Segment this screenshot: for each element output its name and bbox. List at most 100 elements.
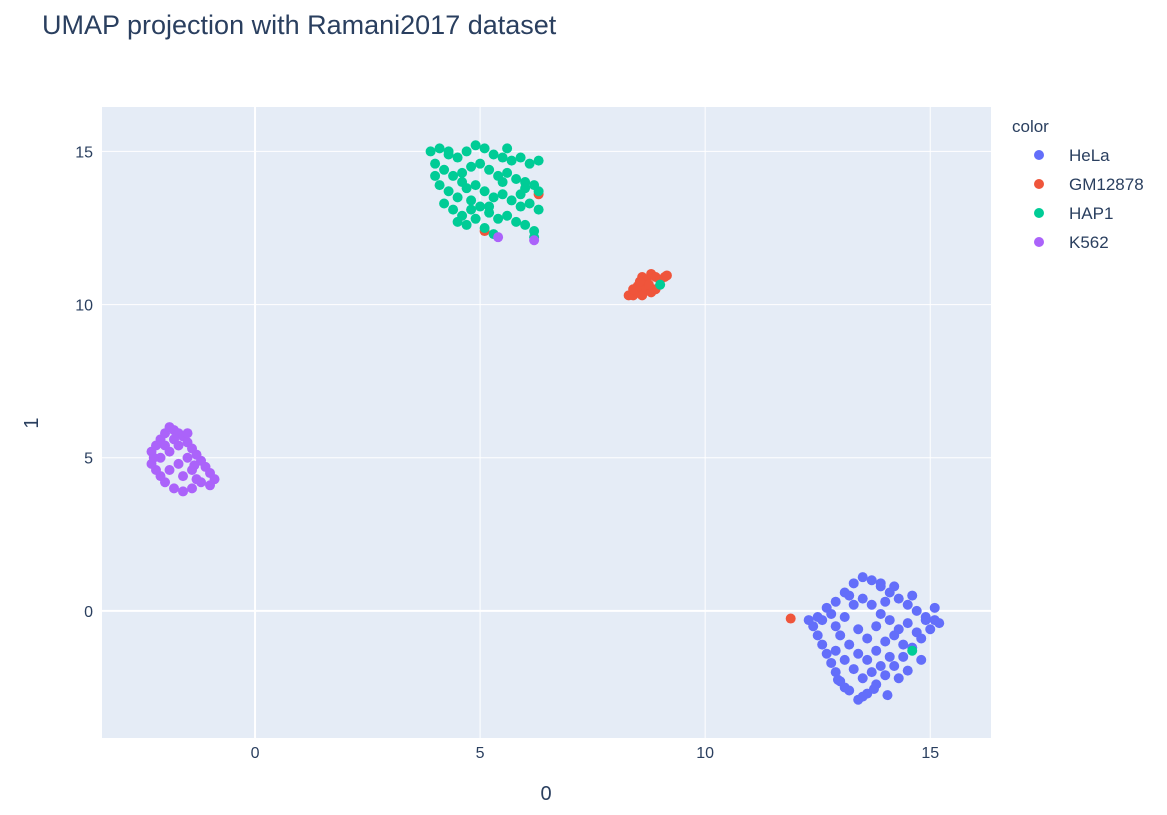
data-point	[461, 219, 472, 230]
data-point	[830, 621, 841, 632]
data-point	[911, 605, 922, 616]
data-point	[484, 201, 495, 212]
data-point	[479, 143, 490, 154]
data-point	[839, 654, 850, 665]
legend: color HeLa GM12878 HAP1 K562	[1012, 117, 1144, 252]
data-point	[875, 578, 886, 589]
data-point	[893, 593, 904, 604]
x-tick-label: 15	[921, 745, 939, 762]
legend-marker-icon	[1034, 237, 1044, 247]
series-hela	[803, 572, 945, 705]
data-point	[502, 143, 513, 154]
data-point	[880, 670, 891, 681]
data-point	[461, 146, 472, 157]
data-point	[205, 480, 216, 491]
legend-item-hap1[interactable]: HAP1	[1034, 204, 1113, 223]
data-point	[488, 149, 499, 160]
data-point	[916, 654, 927, 665]
data-point	[880, 596, 891, 607]
data-point	[470, 140, 481, 151]
data-point	[875, 608, 886, 619]
data-point	[839, 612, 850, 623]
data-point	[826, 608, 837, 619]
data-point	[470, 180, 481, 191]
data-point	[628, 284, 639, 295]
data-point	[533, 155, 544, 166]
data-point	[866, 667, 877, 678]
y-axis-label: 1	[21, 417, 43, 428]
data-point	[857, 593, 868, 604]
data-points	[146, 140, 945, 705]
data-point	[430, 158, 441, 169]
data-point	[866, 599, 877, 610]
data-point	[857, 572, 868, 583]
data-point	[502, 210, 513, 221]
data-point	[889, 630, 900, 641]
data-point	[853, 648, 864, 659]
legend-item-k562[interactable]: K562	[1034, 233, 1109, 252]
data-point	[479, 186, 490, 197]
data-point	[902, 618, 913, 629]
legend-item-hela[interactable]: HeLa	[1034, 146, 1110, 165]
legend-marker-icon	[1034, 150, 1044, 160]
data-point	[533, 204, 544, 215]
legend-label: HeLa	[1069, 146, 1110, 165]
data-point	[862, 654, 873, 665]
data-point	[189, 460, 200, 471]
data-point	[655, 279, 666, 290]
data-point	[148, 452, 159, 463]
data-point	[511, 173, 522, 184]
data-point	[929, 615, 940, 626]
data-point	[425, 146, 436, 157]
data-point	[830, 667, 841, 678]
data-point	[448, 204, 459, 215]
data-point	[868, 683, 879, 694]
data-point	[817, 639, 828, 650]
y-axis-ticks: 0 5 10 15	[75, 144, 93, 620]
data-point	[524, 158, 535, 169]
data-point	[434, 180, 445, 191]
data-point	[911, 627, 922, 638]
data-point	[511, 216, 522, 227]
legend-label: HAP1	[1069, 204, 1113, 223]
data-point	[835, 630, 846, 641]
data-point	[182, 452, 193, 463]
data-point	[812, 612, 823, 623]
data-point	[902, 599, 913, 610]
legend-item-gm12878[interactable]: GM12878	[1034, 175, 1144, 194]
data-point	[475, 158, 486, 169]
data-point	[466, 195, 477, 206]
data-point	[884, 615, 895, 626]
data-point	[853, 624, 864, 635]
data-point	[479, 222, 490, 233]
plot-area	[102, 107, 991, 738]
data-point	[488, 192, 499, 203]
data-point	[862, 633, 873, 644]
data-point	[661, 270, 672, 281]
chart-title: UMAP projection with Ramani2017 dataset	[42, 10, 557, 40]
data-point	[857, 673, 868, 684]
data-point	[785, 613, 796, 624]
data-point	[520, 183, 531, 194]
x-tick-label: 5	[476, 745, 485, 762]
data-point	[515, 152, 526, 163]
data-point	[884, 651, 895, 662]
data-point	[443, 186, 454, 197]
data-point	[439, 164, 450, 175]
y-tick-label: 5	[84, 451, 93, 468]
x-tick-label: 10	[696, 745, 714, 762]
legend-title: color	[1012, 117, 1049, 136]
data-point	[920, 615, 931, 626]
data-point	[830, 596, 841, 607]
data-point	[826, 657, 837, 668]
data-point	[191, 474, 202, 485]
data-point	[466, 161, 477, 172]
data-point	[443, 146, 454, 157]
x-axis-ticks: 0 5 10 15	[251, 745, 940, 762]
data-point	[803, 615, 814, 626]
data-point	[169, 434, 180, 445]
x-tick-label: 0	[251, 745, 260, 762]
data-point	[832, 674, 843, 685]
data-point	[502, 167, 513, 178]
